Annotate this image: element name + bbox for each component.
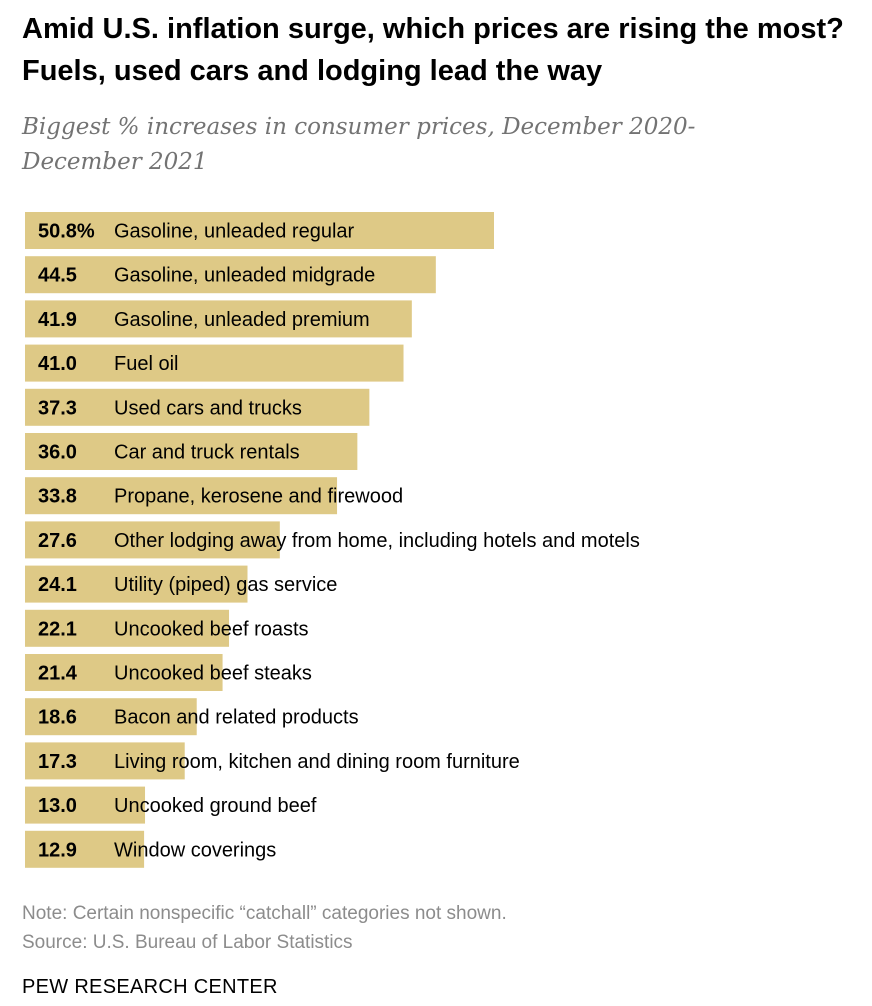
category-label-9: Uncooked beef roasts — [114, 618, 309, 640]
category-label-4: Used cars and trucks — [114, 397, 302, 419]
chart-title: Amid U.S. inflation surge, which prices … — [22, 13, 844, 87]
value-label-13: 13.0 — [38, 795, 77, 817]
bar-10 — [25, 654, 223, 691]
bar-1 — [25, 256, 436, 294]
value-label-5: 36.0 — [38, 442, 77, 464]
category-label-0: Gasoline, unleaded regular — [114, 221, 355, 243]
bar-8 — [25, 565, 248, 603]
brand-logo-text: PEW RESEARCH CENTER — [22, 976, 278, 998]
value-label-6: 33.8 — [38, 486, 77, 508]
bar-7 — [25, 521, 280, 559]
value-label-11: 18.6 — [38, 707, 77, 729]
bar-6 — [25, 477, 338, 515]
category-label-13: Uncooked ground beef — [114, 795, 317, 817]
bar-3 — [25, 344, 404, 382]
category-label-14: Window coverings — [114, 839, 276, 861]
bar-0 — [25, 212, 494, 249]
bar-13 — [25, 786, 146, 824]
category-label-1: Gasoline, unleaded midgrade — [114, 265, 375, 287]
bar-2 — [25, 300, 412, 338]
bar-chart: 50.8% Gasoline, unleaded regular 44.5 Gasol… — [25, 212, 640, 868]
category-label-5: Car and truck rentals — [114, 442, 300, 464]
value-label-2: 41.9 — [38, 309, 77, 331]
value-label-4: 37.3 — [38, 397, 77, 419]
category-label-8: Utility (piped) gas service — [114, 574, 337, 596]
value-label-14: 12.9 — [38, 839, 77, 861]
chart-source: Source: U.S. Bureau of Labor Statistics — [22, 932, 353, 953]
category-label-12: Living room, kitchen and dining room fur… — [114, 751, 520, 773]
chart-subtitle: Biggest % increases in consumer prices, … — [22, 114, 696, 175]
chart-note: Note: Certain nonspecific “catchall” cat… — [22, 903, 507, 924]
value-label-12: 17.3 — [38, 751, 77, 773]
value-label-10: 21.4 — [38, 663, 78, 685]
bar-5 — [25, 433, 358, 470]
value-label-9: 22.1 — [38, 618, 77, 640]
category-label-2: Gasoline, unleaded premium — [114, 309, 370, 331]
category-label-11: Bacon and related products — [114, 707, 359, 729]
value-label-8: 24.1 — [38, 574, 77, 596]
category-label-10: Uncooked beef steaks — [114, 663, 312, 685]
category-label-3: Fuel oil — [114, 353, 178, 375]
bar-14 — [25, 830, 145, 868]
bar-11 — [25, 698, 197, 736]
category-label-7: Other lodging away from home, including … — [114, 530, 640, 552]
value-label-0: 50.8% — [38, 221, 95, 243]
bar-9 — [25, 609, 230, 647]
value-label-3: 41.0 — [38, 353, 77, 375]
bar-4 — [25, 388, 370, 426]
category-label-6: Propane, kerosene and firewood — [114, 486, 403, 508]
value-label-7: 27.6 — [38, 530, 77, 552]
value-label-1: 44.5 — [38, 265, 77, 287]
bar-12 — [25, 742, 185, 780]
